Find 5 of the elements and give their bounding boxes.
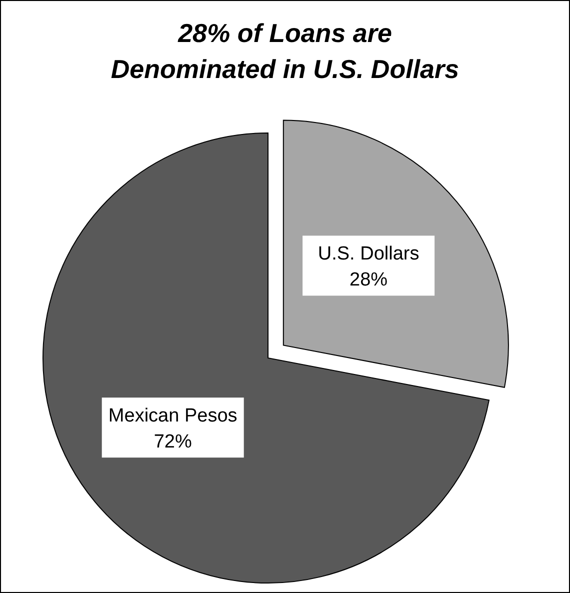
chart-title: 28% of Loans are Denominated in U.S. Dollars bbox=[110, 17, 460, 86]
slice-label: U.S. Dollars bbox=[318, 244, 420, 265]
data-label: 72% bbox=[154, 432, 192, 453]
data-label: 28% bbox=[350, 270, 388, 291]
slice-label: Mexican Pesos bbox=[108, 406, 238, 427]
